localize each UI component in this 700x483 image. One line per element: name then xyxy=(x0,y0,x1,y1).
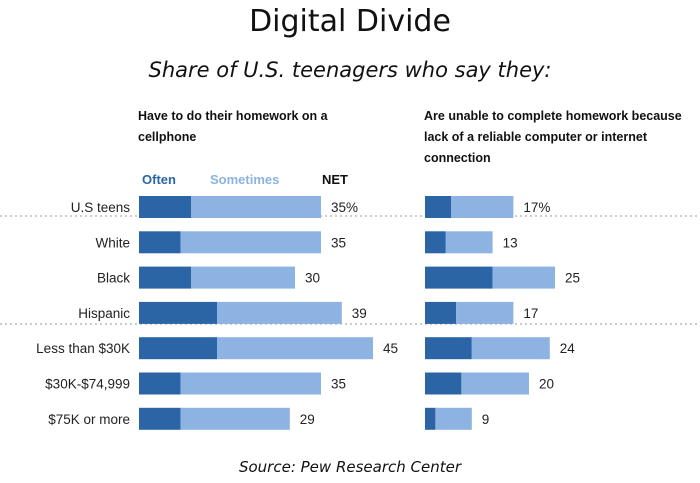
category-label: Less than $30K xyxy=(36,341,130,356)
net-value-label: 24 xyxy=(560,341,576,356)
category-label: Hispanic xyxy=(78,306,130,321)
bar-often xyxy=(425,196,451,218)
net-value-label: 35 xyxy=(331,235,346,250)
bar-sometimes xyxy=(456,301,514,324)
bar-often xyxy=(425,266,493,289)
bar-often xyxy=(139,337,217,360)
bar-often xyxy=(139,407,181,430)
legend-net: NET xyxy=(322,172,348,187)
bar-sometimes xyxy=(445,231,493,254)
category-label: Black xyxy=(97,271,130,286)
bar-sometimes xyxy=(217,337,373,360)
net-value-label: 9 xyxy=(482,412,490,427)
net-value-label: 29 xyxy=(300,412,315,427)
bar-often xyxy=(425,407,436,430)
bar-sometimes xyxy=(191,266,295,289)
net-value-label: 30 xyxy=(305,271,320,286)
chart-subtitle: Share of U.S. teenagers who say they: xyxy=(148,58,552,82)
bar-sometimes xyxy=(180,231,321,254)
bar-often xyxy=(139,266,191,289)
bar-often xyxy=(139,231,181,254)
bar-sometimes xyxy=(180,372,321,395)
bar-often xyxy=(139,372,181,395)
category-label: $75K or more xyxy=(48,412,130,427)
net-value-label: 13 xyxy=(503,235,518,250)
legend-sometimes: Sometimes xyxy=(210,172,280,187)
net-value-label: 25 xyxy=(565,271,580,286)
net-value-label: 35 xyxy=(331,377,346,392)
bar-often xyxy=(425,231,446,254)
category-label: $30K-$74,999 xyxy=(45,377,130,392)
net-value-label: 17 xyxy=(523,306,538,321)
net-value-label: 45 xyxy=(383,341,398,356)
category-label: White xyxy=(95,235,130,250)
net-value-label: 20 xyxy=(539,377,554,392)
net-value-label: 17% xyxy=(523,200,550,215)
bar-sometimes xyxy=(217,301,342,324)
net-value-label: 39 xyxy=(352,306,367,321)
bar-often xyxy=(425,337,472,360)
bar-often xyxy=(425,372,462,395)
source-note: Source: Pew Research Center xyxy=(238,458,462,476)
right-panel-title: Are unable to complete homework because … xyxy=(424,109,682,165)
category-label: U.S teens xyxy=(71,200,131,215)
chart-title: Digital Divide xyxy=(249,4,451,39)
bar-often xyxy=(425,301,457,324)
bar-sometimes xyxy=(492,266,555,289)
bar-often xyxy=(139,301,217,324)
bar-sometimes xyxy=(471,337,550,360)
bar-sometimes xyxy=(191,196,321,218)
bar-often xyxy=(139,196,191,218)
bar-sometimes xyxy=(451,196,514,218)
bar-sometimes xyxy=(435,407,472,430)
bar-sometimes xyxy=(461,372,529,395)
net-value-label: 35% xyxy=(331,200,358,215)
bar-sometimes xyxy=(180,407,290,430)
left-panel-title: Have to do their homework on a cellphone xyxy=(138,109,328,144)
legend-often: Often xyxy=(142,172,176,187)
